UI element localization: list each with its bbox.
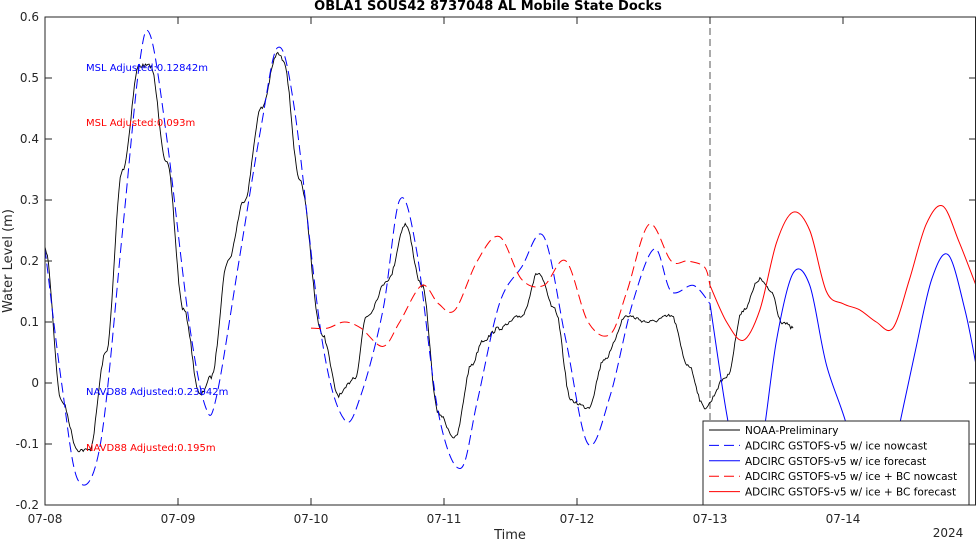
legend-label-5: ADCIRC GSTOFS-v5 w/ ice + BC forecast	[745, 487, 956, 499]
y-axis-label: Water Level (m)	[1, 209, 16, 313]
y-tick-label: 0.5	[20, 71, 39, 85]
y-tick-label: -0.2	[16, 498, 39, 512]
x-tick-label: 07-09	[161, 512, 196, 526]
x-axis-label: Time	[493, 528, 526, 541]
x-tick-label: 07-13	[693, 512, 728, 526]
y-tick-label: 0.3	[20, 193, 39, 207]
legend-label-2: ADCIRC GSTOFS-v5 w/ ice nowcast	[745, 440, 927, 452]
series-line-1	[45, 51, 794, 453]
x-tick-label: 07-10	[294, 512, 329, 526]
y-tick-label: -0.1	[16, 437, 39, 451]
annotation-2: MSL Adjusted:0.093m	[86, 118, 195, 129]
y-tick-label: 0	[31, 376, 39, 390]
x-tick-label: 07-12	[560, 512, 595, 526]
legend-box	[702, 420, 970, 506]
x-tick-label: 07-11	[427, 512, 462, 526]
annotation-4: NAVD88 Adjusted:0.195m	[86, 443, 216, 454]
series-line-2	[45, 29, 711, 486]
series-line-4	[310, 223, 711, 347]
y-tick-label: 0.4	[20, 132, 39, 146]
legend-label-1: NOAA-Preliminary	[745, 425, 838, 437]
legend-label-3: ADCIRC GSTOFS-v5 w/ ice forecast	[745, 456, 926, 468]
year-label: 2024	[933, 526, 964, 540]
annotation-1: MSL Adjusted:0.12842m	[86, 63, 208, 74]
x-tick-label: 07-14	[826, 512, 861, 526]
series-line-5	[709, 205, 976, 341]
y-tick-label: 0.1	[20, 315, 39, 329]
x-tick-label: 07-08	[28, 512, 63, 526]
chart-title: OBLA1 SOUS42 8737048 AL Mobile State Doc…	[314, 0, 662, 14]
y-tick-label: 0.2	[20, 254, 39, 268]
legend-label-4: ADCIRC GSTOFS-v5 w/ ice + BC nowcast	[745, 471, 957, 483]
annotation-3: NAVD88 Adjusted:0.23042m	[86, 387, 228, 398]
y-tick-label: 0.6	[20, 10, 39, 24]
